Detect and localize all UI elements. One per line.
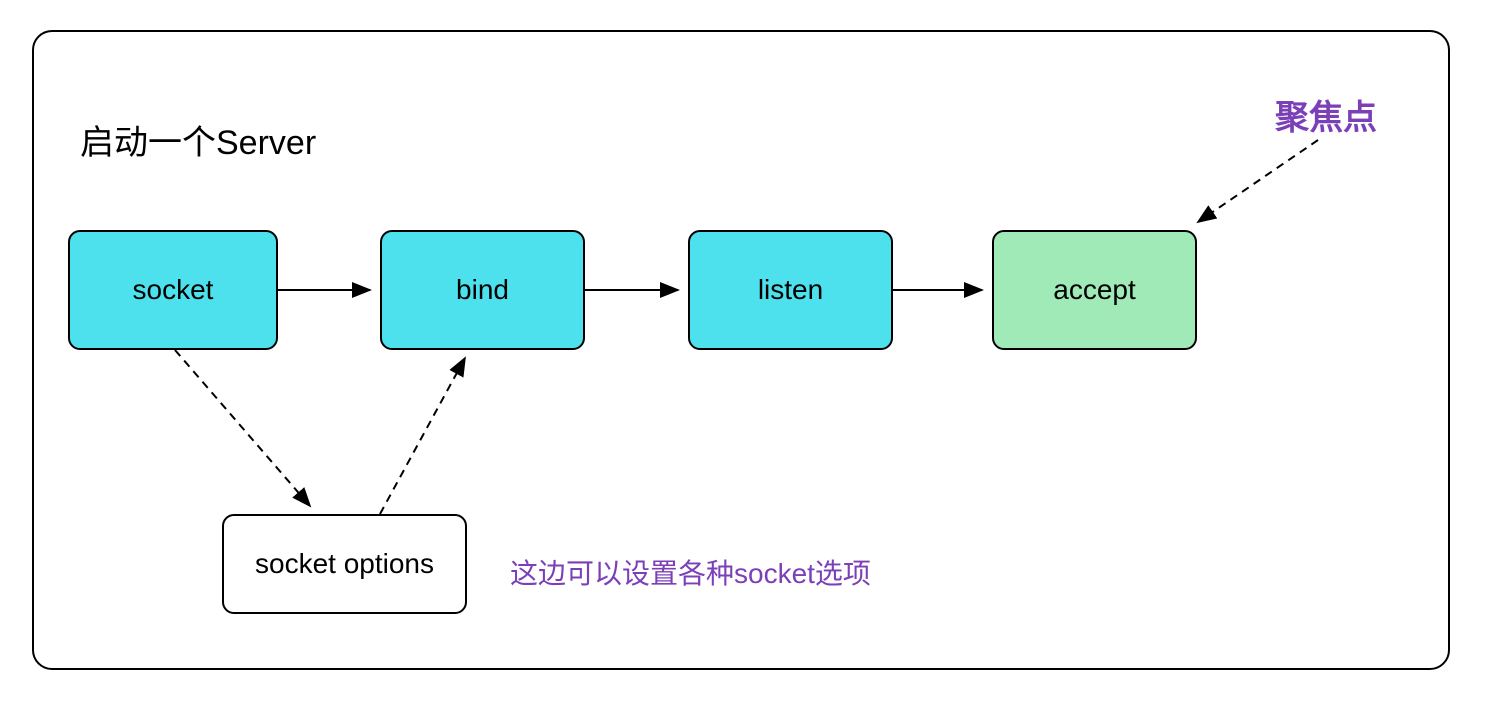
node-accept-label: accept — [1053, 274, 1136, 306]
diagram-title: 启动一个Server — [80, 115, 316, 164]
node-socket: socket — [68, 230, 278, 350]
annotation-focus-point: 聚焦点 — [1275, 90, 1377, 139]
node-socket-label: socket — [133, 274, 214, 306]
node-listen-label: listen — [758, 274, 823, 306]
node-accept: accept — [992, 230, 1197, 350]
node-bind: bind — [380, 230, 585, 350]
node-socket-options: socket options — [222, 514, 467, 614]
annotation-socket-options-note: 这边可以设置各种socket选项 — [510, 552, 871, 592]
node-listen: listen — [688, 230, 893, 350]
node-socket-options-label: socket options — [255, 548, 434, 580]
node-bind-label: bind — [456, 274, 509, 306]
